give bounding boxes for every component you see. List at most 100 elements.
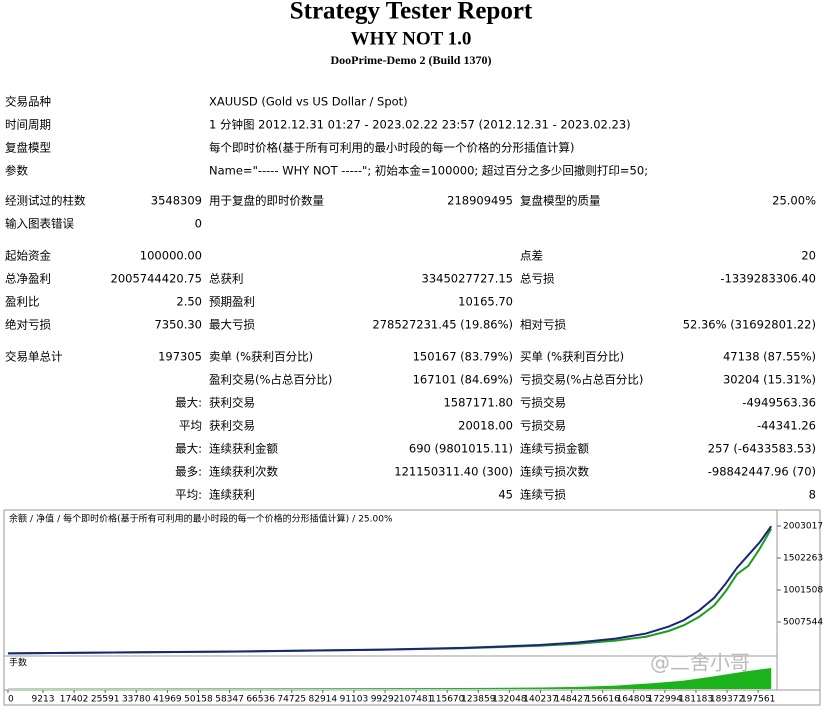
x-tick-label: 156616 [585, 695, 620, 705]
field-label: 最大: [175, 442, 202, 456]
field-value: 10165.70 [458, 295, 513, 309]
x-tick-label: 9213 [32, 695, 55, 705]
x-tick-label: 91103 [340, 695, 369, 705]
field-label: 连续亏损次数 [520, 465, 589, 479]
field-label: 平均: [175, 488, 202, 502]
field-value: 2.50 [176, 295, 202, 309]
x-tick-label: 58347 [215, 695, 244, 705]
field-label: 获利交易 [209, 396, 255, 410]
watermark: @二舍小哥 [650, 651, 750, 675]
field-value: 167101 (84.69%) [413, 373, 513, 387]
x-tick-label: 41969 [153, 695, 182, 705]
x-tick-label: 164805 [617, 695, 651, 705]
x-tick-label: 74725 [277, 695, 306, 705]
field-label: 绝对亏损 [5, 318, 51, 332]
field-value: 257 (-6433583.53) [708, 442, 816, 456]
x-tick-label: 25591 [91, 695, 120, 705]
field-label: 获利交易 [209, 419, 255, 433]
legend-entry: 净值 [36, 513, 54, 525]
x-tick-label: 132048 [492, 695, 527, 705]
field-label: 最多: [175, 465, 202, 479]
server: DooPrime-Demo 2 (Build 1370) [331, 53, 492, 67]
field-label: 输入图表错误 [5, 217, 74, 231]
x-tick-label: 197561 [741, 695, 775, 705]
field-value: 52.36% (31692801.22) [683, 318, 816, 332]
field-value: 每个即时价格(基于所有可利用的最小时段的每一个价格的分形插值计算) [209, 141, 574, 155]
x-tick-label: 123859 [461, 695, 496, 705]
y-tick-label: 20030177 [783, 521, 823, 531]
field-label: 总亏损 [520, 272, 555, 286]
field-label: 盈利比 [5, 295, 40, 309]
field-value: 218909495 [447, 194, 513, 208]
field-value: 45 [498, 488, 513, 502]
field-label: 参数 [5, 164, 28, 178]
field-label: 预期盈利 [209, 295, 255, 309]
field-value: 47138 (87.55%) [723, 350, 816, 364]
field-label: 点差 [520, 249, 543, 263]
x-tick-label: 33780 [122, 695, 151, 705]
y-tick-label: 5007544 [783, 617, 823, 627]
field-value: 121150311.40 (300) [394, 465, 513, 479]
legend-entry: 余额 [9, 513, 27, 525]
field-value: 25.00% [772, 194, 816, 208]
field-label: 最大亏损 [209, 318, 255, 332]
x-tick-label: 181183 [679, 695, 713, 705]
field-label: 卖单 (%获利百分比) [209, 350, 313, 364]
x-tick-label: 148427 [554, 695, 588, 705]
field-label: 复盘模型的质量 [520, 194, 601, 208]
report-title: Strategy Tester Report [290, 0, 533, 25]
field-label: 用于复盘的即时价数量 [209, 194, 324, 208]
legend-text: 每个即时价格(基于所有可利用的最小时段的每一个价格的分形插值计算) [63, 513, 349, 525]
legend-separator: / [352, 515, 356, 525]
report-subtitle: WHY NOT 1.0 [351, 28, 472, 49]
x-tick-label: 172994 [648, 695, 683, 705]
x-tick-label: 82914 [309, 695, 338, 705]
field-value: 2005744420.75 [111, 272, 202, 286]
field-label: 交易品种 [5, 95, 51, 109]
x-tick-label: 189372 [710, 695, 744, 705]
field-value: 3345027727.15 [422, 272, 513, 286]
field-label: 亏损交易(%占总百分比) [520, 373, 643, 387]
field-label: 连续亏损 [520, 488, 566, 502]
field-label: 复盘模型 [5, 141, 51, 155]
field-label: 总净盈利 [5, 272, 51, 286]
field-value: 20 [801, 249, 816, 263]
field-label: 买单 (%获利百分比) [520, 350, 624, 364]
x-tick-label: 66536 [246, 695, 275, 705]
series-line [7, 525, 773, 655]
field-value: 20018.00 [458, 419, 513, 433]
field-label: 时间周期 [5, 118, 51, 132]
legend-text: 25.00% [358, 515, 393, 525]
field-value: -98842447.96 (70) [708, 465, 816, 479]
x-tick-label: 115670 [430, 695, 465, 705]
field-value: 7350.30 [154, 318, 202, 332]
field-value: 690 (9801015.11) [409, 442, 513, 456]
field-label: 平均 [179, 419, 202, 433]
x-tick-label: 0 [8, 695, 14, 705]
x-tick-label: 107481 [399, 695, 433, 705]
legend-separator: / [30, 515, 34, 525]
field-value: 30204 (15.31%) [723, 373, 816, 387]
field-value: 1 分钟图 2012.12.31 01:27 - 2023.02.22 23:5… [209, 118, 631, 132]
field-label: 交易单总计 [5, 350, 63, 364]
field-value: 3548309 [151, 194, 202, 208]
field-label: 连续获利金额 [209, 442, 278, 456]
field-value: 100000.00 [140, 249, 202, 263]
chart-frame [3, 509, 821, 706]
field-value: -44341.26 [757, 419, 816, 433]
x-tick-label: 17402 [60, 695, 89, 705]
field-value: XAUUSD (Gold vs US Dollar / Spot) [209, 95, 408, 109]
field-label: 亏损交易 [520, 419, 566, 433]
field-label: 连续获利 [209, 488, 255, 502]
field-value: 0 [195, 217, 202, 231]
field-label: 连续亏损金额 [520, 442, 589, 456]
field-value: 8 [809, 488, 816, 502]
field-value: -4949563.36 [742, 396, 816, 410]
x-tick-label: 140237 [523, 695, 557, 705]
field-label: 最大: [175, 396, 202, 410]
y-tick-label: 10015088 [783, 585, 823, 595]
field-label: 亏损交易 [520, 396, 566, 410]
field-label: 盈利交易(%占总百分比) [209, 373, 332, 387]
